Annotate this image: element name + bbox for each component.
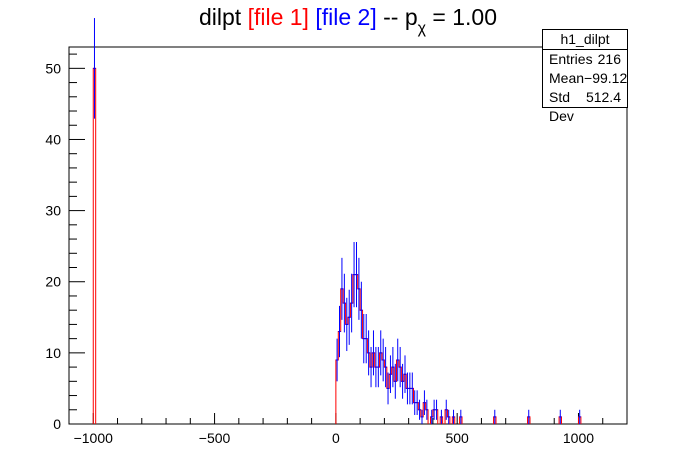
stats-row-mean: Mean −99.12 [543, 69, 627, 88]
title-prefix: dilpt [199, 4, 248, 30]
x-tick-label: 500 [445, 430, 469, 446]
title-suffix-end: = 1.00 [426, 4, 497, 30]
y-tick-label: 50 [45, 60, 61, 76]
y-tick-label: 0 [53, 416, 61, 432]
title-file1: [file 1] [248, 4, 309, 30]
stats-box-title: h1_dilpt [543, 30, 627, 50]
chart-title: dilpt [file 1] [file 2] -- pχ = 1.00 [199, 4, 497, 37]
stats-box: h1_dilpt Entries 216 Mean −99.12 Std Dev… [542, 29, 628, 124]
x-tick-label: 0 [332, 430, 340, 446]
y-tick-label: 30 [45, 203, 61, 219]
x-tick-label: −1000 [74, 430, 114, 446]
stats-value-stddev: 512.4 [585, 89, 621, 105]
stats-value-mean: −99.12 [584, 70, 628, 86]
stats-value-entries: 216 [597, 51, 621, 67]
plot-frame [68, 46, 628, 425]
x-tick-label: −500 [199, 430, 231, 446]
title-suffix: -- p [377, 4, 418, 30]
stats-row-stddev: Std Dev 512.4 [543, 88, 627, 124]
x-tick-label: 1000 [563, 430, 594, 446]
stats-label-entries: Entries [549, 51, 593, 67]
title-subscript: χ [418, 20, 427, 37]
y-tick-label: 40 [45, 131, 61, 147]
stats-label-stddev: Std Dev [549, 89, 574, 124]
stats-label-mean: Mean [549, 70, 585, 86]
title-file2: [file 2] [315, 4, 376, 30]
y-tick-label: 20 [45, 274, 61, 290]
y-tick-label: 10 [45, 345, 61, 361]
plot-area: −1000 −500 0 500 1000 0 10 20 30 40 50 [45, 18, 628, 446]
stats-row-entries: Entries 216 [543, 50, 627, 69]
